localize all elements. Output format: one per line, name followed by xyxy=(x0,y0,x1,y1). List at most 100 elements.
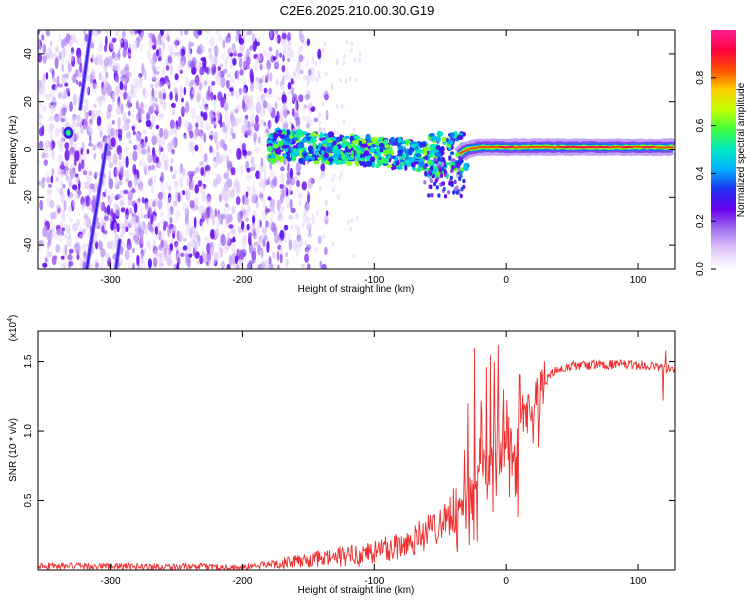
noise-cell xyxy=(51,224,56,231)
noise-cell xyxy=(77,68,81,76)
signal-cell xyxy=(418,161,425,168)
noise-cell xyxy=(73,243,79,249)
noise-cell xyxy=(320,163,326,172)
noise-cell xyxy=(226,167,231,174)
noise-cell xyxy=(287,177,292,184)
noise-cell xyxy=(244,131,249,138)
noise-cell xyxy=(92,113,95,120)
noise-cell xyxy=(217,91,223,101)
noise-cell xyxy=(59,50,64,56)
noise-cell xyxy=(219,120,223,128)
noise-cell xyxy=(179,176,184,189)
noise-cell xyxy=(46,241,50,250)
noise-cell xyxy=(187,170,193,177)
signal-cell xyxy=(361,143,368,148)
signal-cell xyxy=(459,193,463,199)
noise-cell xyxy=(178,115,182,128)
signal-cell xyxy=(458,156,462,161)
noise-cell xyxy=(86,205,92,211)
noise-cell xyxy=(39,199,44,211)
noise-cell xyxy=(226,154,229,166)
snr-y-multiplier-base: (x10 xyxy=(8,321,19,341)
noise-cell xyxy=(274,31,277,36)
signal-cell xyxy=(448,181,452,186)
signal-cell xyxy=(319,131,324,139)
noise-cell xyxy=(142,161,147,173)
noise-cell xyxy=(193,130,198,141)
noise-cell xyxy=(313,117,319,123)
noise-cell xyxy=(64,158,69,170)
noise-cell xyxy=(46,188,52,196)
noise-cell xyxy=(47,183,53,188)
noise-cell xyxy=(202,111,208,121)
noise-cell xyxy=(259,193,264,199)
noise-cell xyxy=(71,36,77,44)
noise-cell xyxy=(118,136,123,141)
signal-cell xyxy=(322,133,329,137)
noise-cell xyxy=(159,113,165,118)
noise-cell xyxy=(60,136,65,142)
noise-cell xyxy=(221,187,226,198)
noise-cell xyxy=(336,130,340,136)
noise-cell xyxy=(124,214,130,219)
noise-cell xyxy=(50,148,54,159)
noise-cell xyxy=(307,191,311,204)
noise-cell xyxy=(342,119,346,125)
snr-y-multiplier: (x104) xyxy=(7,315,19,342)
x-tick-label: -100 xyxy=(364,576,384,587)
noise-cell xyxy=(315,77,319,83)
colorbar-label: Normalized spectral amplitude xyxy=(736,82,747,217)
heatmap-x-axis: -300 -200 -100 0 100 xyxy=(101,30,647,286)
noise-cell xyxy=(205,122,209,131)
noise-cell xyxy=(137,198,141,203)
noise-cell xyxy=(223,245,229,254)
noise-cell xyxy=(251,156,255,166)
colorbar-tick-label: 0.0 xyxy=(695,262,706,276)
noise-cell xyxy=(255,114,259,124)
noise-cell xyxy=(151,135,157,146)
noise-cell xyxy=(289,120,293,126)
diagonal-streak-core xyxy=(114,239,121,269)
noise-cell xyxy=(120,69,126,75)
x-tick-label: 100 xyxy=(630,275,647,286)
noise-cell xyxy=(204,103,209,110)
noise-cell xyxy=(190,141,195,152)
noise-cell xyxy=(198,62,203,69)
noise-cell xyxy=(92,30,97,37)
noise-cell xyxy=(88,110,92,117)
noise-cell xyxy=(234,255,238,265)
signal-cell xyxy=(404,165,408,171)
noise-cell xyxy=(192,247,196,256)
noise-cell xyxy=(87,75,92,81)
noise-cell xyxy=(100,265,103,269)
signal-cell xyxy=(428,170,432,175)
y-tick-label: 20 xyxy=(23,96,34,108)
noise-cell xyxy=(232,48,238,54)
noise-cell xyxy=(291,96,295,102)
noise-cell xyxy=(74,173,79,178)
noise-cell xyxy=(194,144,199,152)
noise-cell xyxy=(126,131,132,139)
colorbar-tick-label: 0.4 xyxy=(695,166,706,180)
noise-cell xyxy=(118,181,123,186)
noise-cell xyxy=(294,224,298,230)
noise-cell xyxy=(206,242,211,254)
noise-cell xyxy=(236,262,242,269)
noise-cell xyxy=(283,47,287,56)
noise-cell xyxy=(45,93,52,101)
noise-cell xyxy=(108,178,114,190)
noise-cell xyxy=(126,240,132,251)
noise-cell xyxy=(218,155,223,164)
noise-cell xyxy=(189,60,196,69)
noise-cell xyxy=(123,91,129,100)
signal-cell xyxy=(353,135,361,140)
noise-cell xyxy=(154,226,159,235)
noise-cell xyxy=(60,179,63,189)
noise-cell xyxy=(115,74,120,83)
noise-cell xyxy=(311,55,315,65)
noise-cell xyxy=(214,228,220,239)
noise-cell xyxy=(139,230,145,235)
signal-cell xyxy=(345,152,350,159)
noise-cell xyxy=(322,233,326,239)
noise-cell xyxy=(136,100,139,110)
